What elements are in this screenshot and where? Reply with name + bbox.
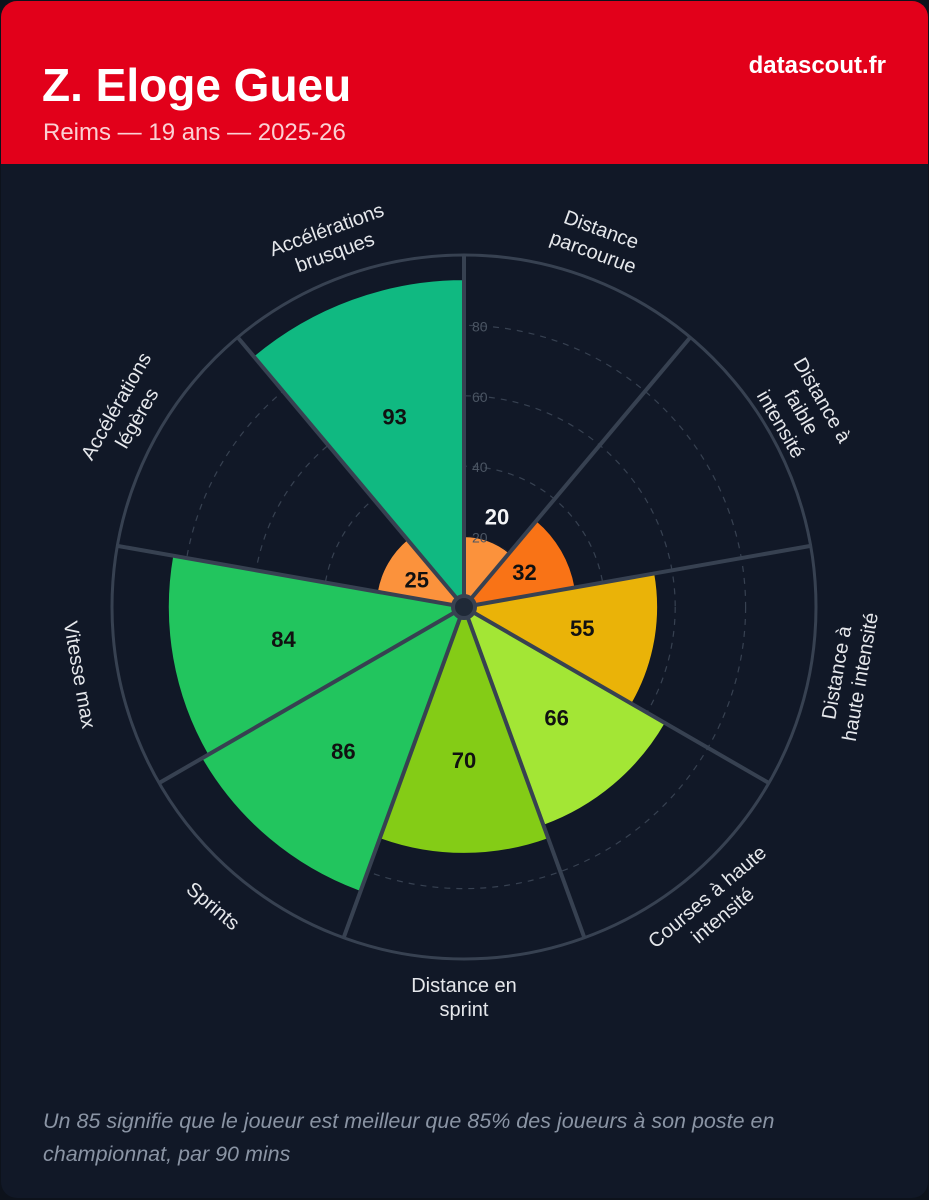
value-label: 25: [405, 568, 429, 593]
tick-label: 60: [472, 389, 488, 405]
category-label-line: Distance en: [411, 975, 517, 997]
value-label: 55: [570, 616, 594, 641]
bar-wedge: [167, 555, 466, 756]
category-label: Vitesse max: [59, 620, 100, 731]
spoke-line: [236, 336, 466, 609]
value-label: 86: [331, 739, 355, 764]
category-label-line: Sprints: [182, 878, 244, 935]
value-label: 84: [271, 627, 296, 652]
category-label-line: Vitesse max: [59, 620, 100, 731]
spoke-line: [463, 605, 770, 785]
category-label: Sprints: [182, 878, 244, 935]
spoke-line: [341, 606, 466, 939]
header-banner: Z. Eloge Gueu Reims — 19 ans — 2025-26 d…: [1, 1, 928, 164]
bar-wedge: [379, 605, 549, 854]
spoke-line: [462, 606, 587, 939]
spoke-line: [158, 605, 465, 785]
spoke-line: [463, 543, 811, 609]
value-label: 32: [512, 560, 536, 585]
category-label-line: sprint: [440, 999, 489, 1021]
player-subtitle: Reims — 19 ans — 2025-26: [43, 119, 346, 146]
bar-wedge: [463, 605, 666, 826]
spoke-line: [462, 336, 692, 609]
spoke-line: [117, 543, 465, 609]
center-hub: [451, 594, 477, 620]
footnote: Un 85 signifie que le joueur est meilleu…: [43, 1109, 775, 1166]
bar-wedge: [462, 572, 659, 705]
tick-label: 20: [472, 530, 488, 546]
tick-label: 40: [472, 459, 488, 475]
value-label: 93: [382, 404, 406, 429]
value-label: 66: [544, 705, 568, 730]
bar-wedge: [252, 279, 465, 609]
grid-ring: [181, 324, 747, 890]
player-name: Z. Eloge Gueu: [42, 59, 352, 111]
brand-link[interactable]: datascout.fr: [748, 52, 886, 79]
value-label: 20: [485, 504, 509, 529]
tick-label: 80: [472, 318, 488, 334]
bar-wedge: [201, 605, 465, 893]
value-label: 70: [452, 748, 476, 773]
